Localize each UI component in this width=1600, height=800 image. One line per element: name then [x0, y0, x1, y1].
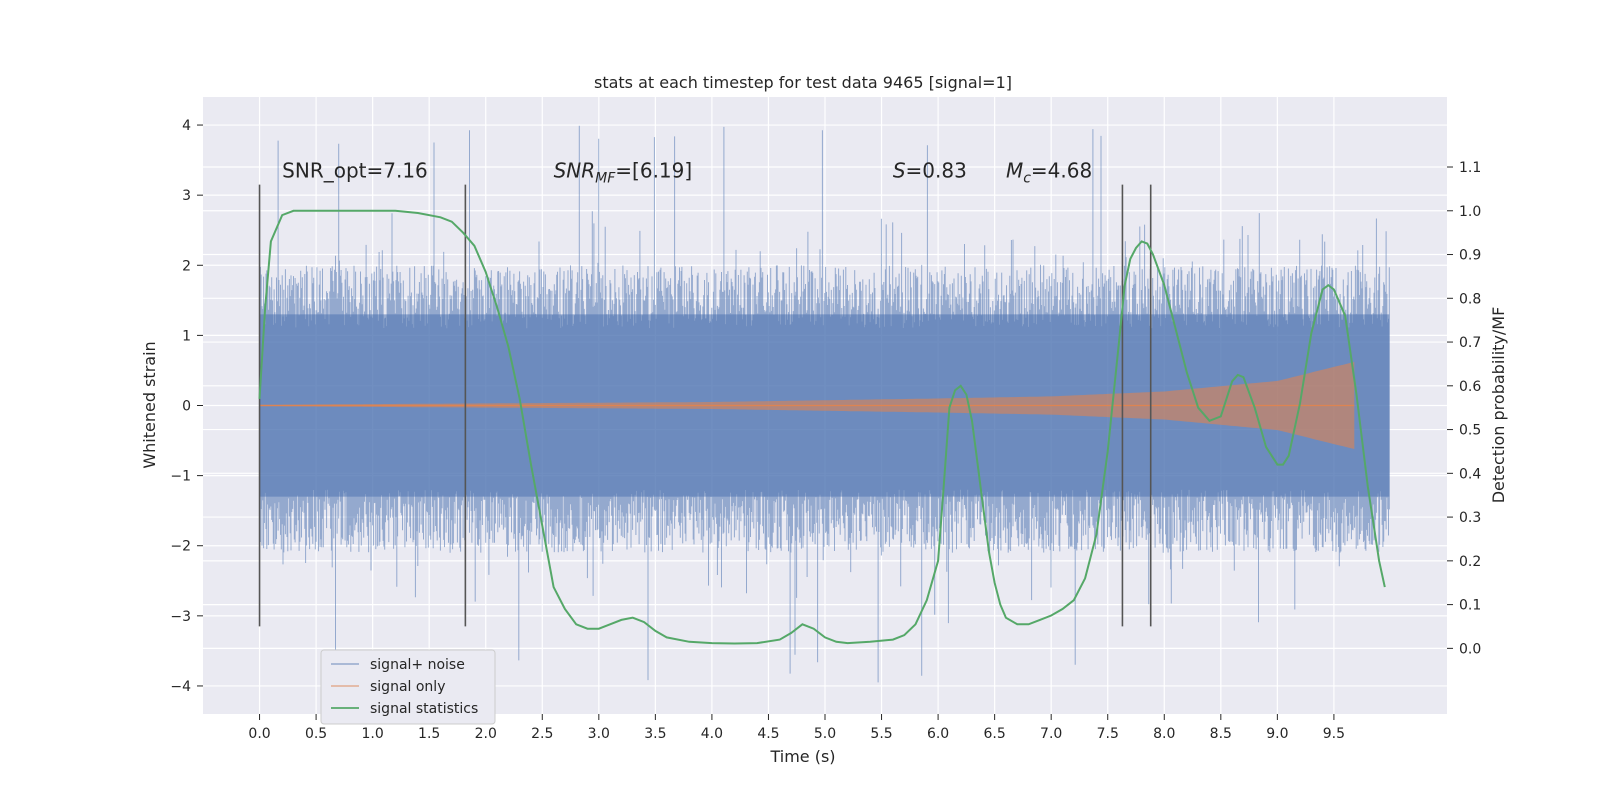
annotation-chirp-mass-sub: c	[1023, 171, 1031, 187]
y-left-axis-label: Whitened strain	[140, 341, 159, 468]
legend-box	[320, 649, 496, 725]
x-tick-label: 7.5	[1097, 726, 1119, 742]
y-right-tick-label: 0.4	[1459, 466, 1481, 482]
annotation-chirp-mass-value: =4.68	[1031, 159, 1092, 183]
x-tick-label: 1.5	[418, 726, 440, 742]
y-right-tick-label: 0.3	[1459, 510, 1481, 526]
statistics-series	[258, 209, 1386, 645]
y-right-tick-label: 0.7	[1459, 335, 1481, 351]
annotations: SNR_opt=7.16 SNRMF=[6.19] S=0.83 Mc=4.68	[282, 159, 1092, 187]
x-tick-label: 9.0	[1266, 726, 1288, 742]
annotation-chirp-mass: Mc=4.68	[1006, 159, 1092, 187]
annotation-chirp-mass-base: M	[1006, 159, 1023, 183]
signal-series	[259, 362, 1355, 449]
x-tick-label: 6.5	[984, 726, 1006, 742]
y-right-tick-label: 0.0	[1459, 641, 1481, 657]
x-axis-ticks: 0.0 0.5 1.0 1.5 2.0 2.5 3.0 3.5 4.0 4.5 5.0 5.5 6.0 6…	[248, 714, 1345, 742]
vertical-markers	[258, 184, 1152, 627]
y-right-tick-label: 1.1	[1459, 160, 1481, 176]
x-tick-label: 7.0	[1040, 726, 1062, 742]
x-tick-label: 8.0	[1153, 726, 1175, 742]
y-right-axis-ticks: 1.1 1.0 0.9 0.8 0.7 0.6 0.5 0.4 0.3 0.2 0.1 0.0	[1447, 160, 1481, 657]
annotation-snr-mf-base: SNR	[554, 159, 596, 183]
x-tick-label: 3.5	[644, 726, 666, 742]
y-left-tick-label: 0	[182, 399, 191, 415]
y-right-axis-label: Detection probability/MF	[1489, 307, 1508, 504]
y-left-tick-label: −4	[170, 679, 191, 695]
x-tick-label: 4.0	[701, 726, 723, 742]
annotation-snr-mf-value: =[6.19]	[615, 159, 692, 183]
x-tick-label: 5.5	[870, 726, 892, 742]
x-tick-label: 5.0	[814, 726, 836, 742]
chart-title: stats at each timestep for test data 946…	[594, 73, 1012, 92]
x-axis-label: Time (s)	[769, 747, 835, 766]
annotation-overlap: S=0.83	[893, 159, 967, 183]
y-left-tick-label: 3	[182, 188, 191, 204]
annotation-snr-opt: SNR_opt=7.16	[282, 159, 428, 183]
annotation-snr-mf-sub: MF	[595, 171, 616, 187]
y-right-tick-label: 0.1	[1459, 598, 1481, 614]
x-tick-label: 9.5	[1323, 726, 1345, 742]
y-right-tick-label: 1.0	[1459, 204, 1481, 220]
x-tick-label: 3.0	[588, 726, 610, 742]
x-tick-label: 6.0	[927, 726, 949, 742]
y-left-tick-label: 1	[182, 328, 191, 344]
legend-label-statistics: signal statistics	[370, 701, 478, 717]
x-tick-label: 4.5	[757, 726, 779, 742]
y-left-tick-label: 2	[182, 258, 191, 274]
y-left-axis-ticks: 4 3 2 1 0 −1 −2 −3 −4	[170, 118, 203, 695]
y-left-tick-label: 4	[182, 118, 191, 134]
y-left-tick-label: −1	[170, 469, 191, 485]
y-right-tick-label: 0.5	[1459, 423, 1481, 439]
y-right-tick-label: 0.6	[1459, 379, 1481, 395]
y-left-tick-label: −2	[170, 539, 191, 555]
y-right-tick-label: 0.2	[1459, 554, 1481, 570]
legend: signal+ noise signal only signal statist…	[320, 649, 496, 725]
annotation-overlap-value: =0.83	[906, 159, 967, 183]
annotation-overlap-base: S	[893, 159, 906, 183]
x-tick-label: 0.0	[248, 726, 270, 742]
legend-label-noise: signal+ noise	[370, 657, 465, 673]
x-tick-label: 2.5	[531, 726, 553, 742]
x-tick-label: 0.5	[305, 726, 327, 742]
x-tick-label: 2.0	[475, 726, 497, 742]
y-left-tick-label: −3	[170, 609, 191, 625]
y-right-tick-label: 0.8	[1459, 291, 1481, 307]
statistics-line	[258, 209, 1386, 645]
annotation-snr-mf: SNRMF=[6.19]	[554, 159, 693, 187]
legend-label-signal: signal only	[370, 679, 445, 695]
x-tick-label: 8.5	[1210, 726, 1232, 742]
x-tick-label: 1.0	[362, 726, 384, 742]
y-right-tick-label: 0.9	[1459, 248, 1481, 264]
